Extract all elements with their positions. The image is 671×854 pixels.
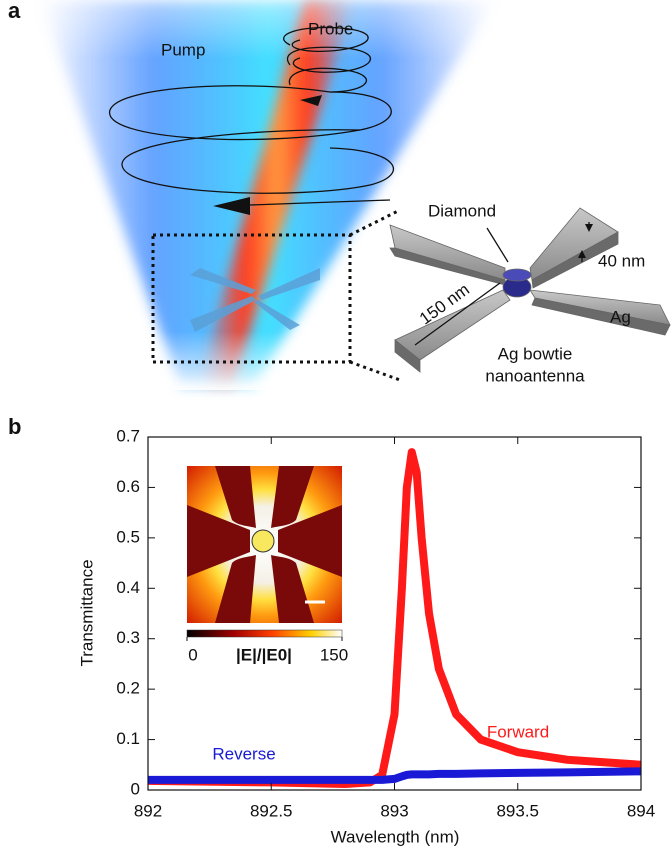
x-tick-label: 892 — [134, 801, 162, 820]
plot-frame — [147, 436, 642, 791]
thickness-label: 40 nm — [598, 251, 645, 270]
y-tick-label: 0.2 — [116, 679, 140, 698]
antenna-label: Ag bowtie — [498, 344, 573, 363]
pump-label: Pump — [161, 40, 205, 59]
fade — [0, 0, 500, 390]
zoom-line — [349, 208, 401, 237]
colorbar-tick-label: 0 — [188, 645, 197, 664]
zoom-line — [349, 360, 401, 382]
colorbar — [186, 629, 343, 638]
colorbar-tick-label: 150 — [320, 645, 348, 664]
panel-label: b — [8, 414, 21, 439]
zoom-box — [151, 233, 352, 364]
arrowhead — [578, 250, 586, 258]
y-tick-label: 0.6 — [116, 477, 140, 496]
x-tick-label: 894 — [627, 801, 655, 820]
y-axis-title: Transmittance — [77, 559, 96, 666]
metal-label: Ag — [610, 307, 631, 326]
y-tick-label: 0.4 — [116, 578, 140, 597]
inset: |E|/|E0| — [186, 466, 343, 664]
x-tick-label: 893 — [380, 801, 408, 820]
diamond-spot — [251, 529, 275, 553]
arrowhead — [585, 224, 593, 232]
field-arms — [187, 466, 342, 623]
y-tick-label: 0.1 — [116, 729, 140, 748]
arrow — [300, 95, 322, 106]
antenna-label: nanoantenna — [485, 366, 585, 385]
y-tick-label: 0.3 — [116, 628, 140, 647]
x-axis-title: Wavelength (nm) — [331, 827, 460, 846]
spirals — [109, 26, 394, 206]
series-line — [148, 767, 642, 784]
bowtie — [389, 207, 671, 373]
small-bowtie — [190, 268, 320, 332]
colorbar-label: |E|/|E0| — [236, 645, 292, 664]
x-tick-label: 892.5 — [250, 801, 293, 820]
y-tick-label: 0.5 — [116, 527, 140, 546]
series-label: Reverse — [212, 744, 275, 763]
diamond-label: Diamond — [428, 201, 496, 220]
probe-label: Probe — [308, 19, 353, 38]
y-tick-label: 0 — [131, 779, 140, 798]
y-tick-label: 0.7 — [116, 426, 140, 445]
arrow — [213, 197, 250, 215]
series-label: Forward — [487, 722, 549, 741]
panel-label: a — [8, 0, 21, 23]
x-tick-label: 893.5 — [496, 801, 539, 820]
